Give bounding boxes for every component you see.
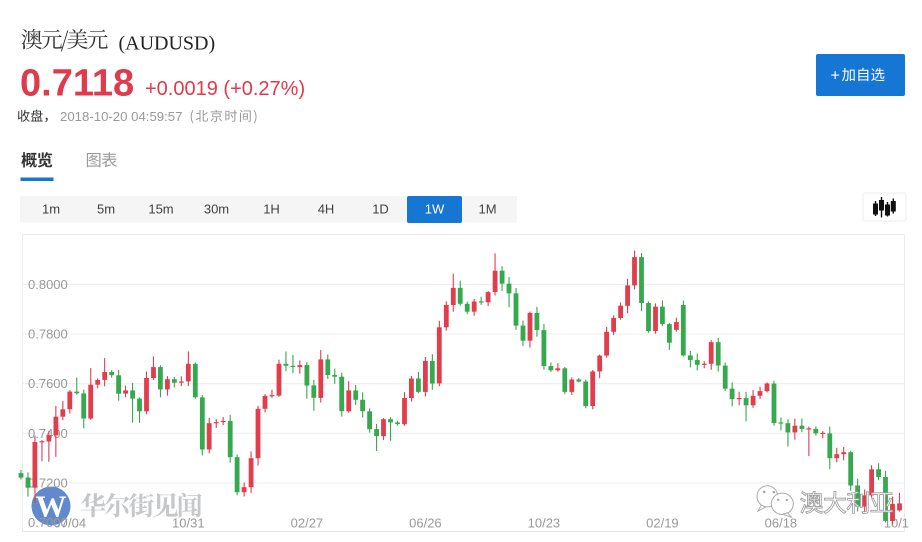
svg-text:06/18: 06/18	[765, 516, 798, 531]
svg-text:02/27: 02/27	[291, 516, 324, 531]
svg-text:0.7800: 0.7800	[28, 327, 68, 342]
svg-text:0.7600: 0.7600	[28, 376, 68, 391]
svg-text:W: W	[36, 489, 67, 524]
svg-text:06/26: 06/26	[409, 516, 442, 531]
svg-text:+0.0019 (+0.27%): +0.0019 (+0.27%)	[145, 78, 305, 100]
svg-text:0.7000: 0.7000	[28, 515, 68, 530]
svg-text:5m: 5m	[97, 202, 115, 217]
svg-text:07/04: 07/04	[54, 516, 87, 531]
svg-text:1W: 1W	[425, 202, 445, 217]
svg-text:10/23: 10/23	[528, 516, 561, 531]
svg-text:1m: 1m	[42, 202, 60, 217]
svg-text:1H: 1H	[263, 202, 280, 217]
svg-text:10/1: 10/1	[884, 516, 909, 531]
svg-text:0.7200: 0.7200	[28, 476, 68, 491]
svg-text:+: +	[831, 68, 840, 85]
svg-text:1D: 1D	[372, 202, 389, 217]
svg-text:(AUDUSD): (AUDUSD)	[119, 33, 216, 55]
svg-text:4H: 4H	[318, 202, 335, 217]
svg-text:02/19: 02/19	[646, 516, 679, 531]
svg-text:2018-10-20 04:59:57: 2018-10-20 04:59:57	[60, 109, 182, 124]
svg-text:10/31: 10/31	[172, 516, 205, 531]
svg-text:0.7118: 0.7118	[20, 63, 134, 105]
svg-text:0.8000: 0.8000	[28, 277, 68, 292]
svg-text:30m: 30m	[204, 202, 229, 217]
svg-text:15m: 15m	[148, 202, 173, 217]
svg-text:1M: 1M	[478, 202, 496, 217]
